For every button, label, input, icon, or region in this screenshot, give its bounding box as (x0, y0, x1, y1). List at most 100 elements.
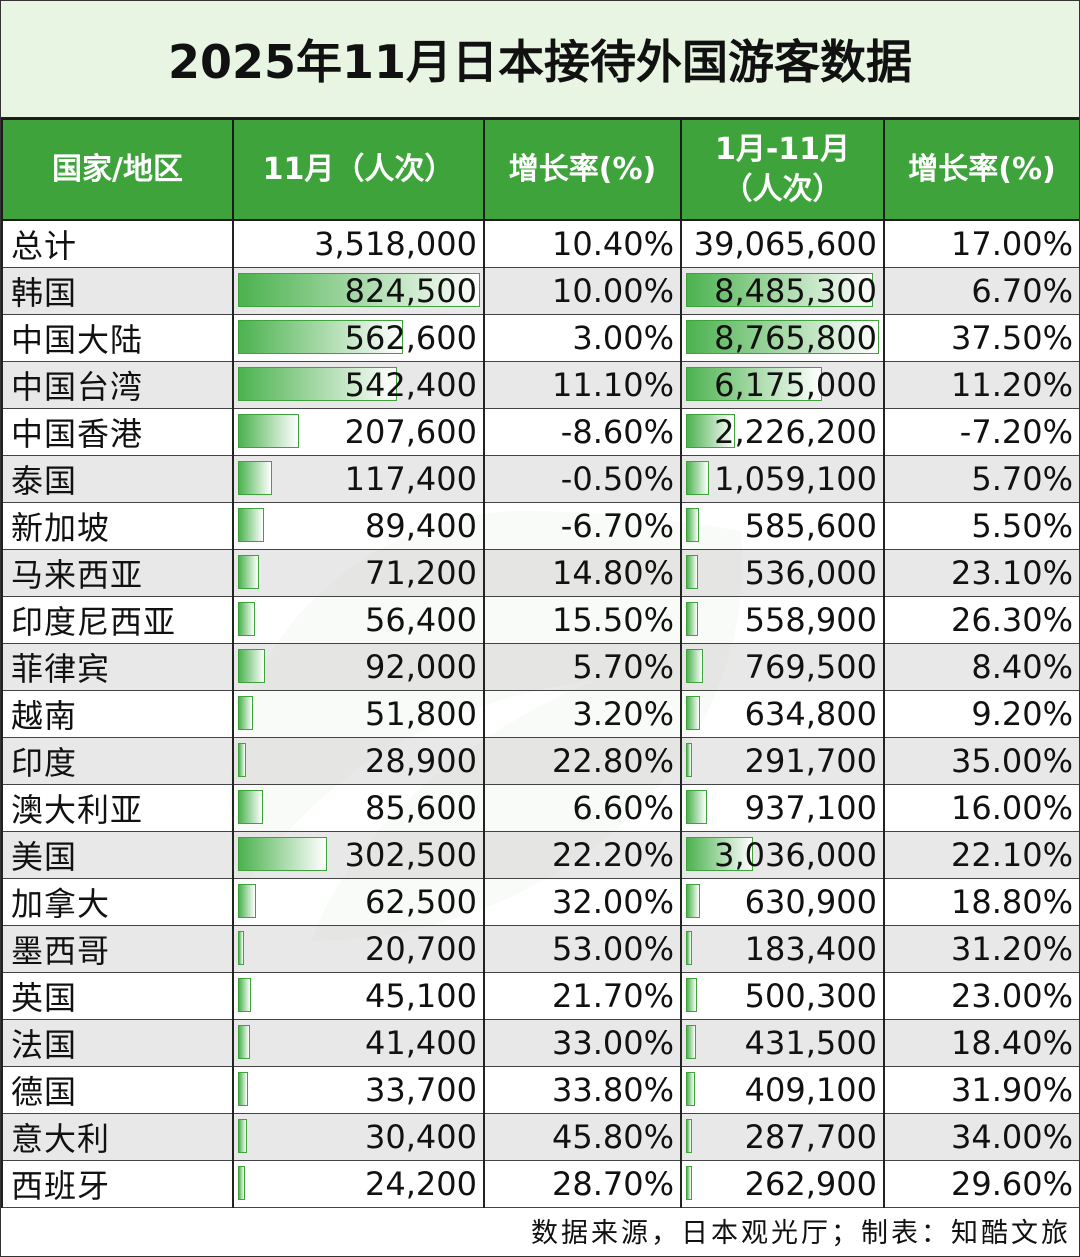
ytd-visitors: 409,100 (744, 1071, 877, 1109)
ytd-visitors-cell: 536,000 (680, 549, 885, 597)
november-visitors: 302,500 (344, 836, 477, 874)
november-visitors-bar (238, 367, 397, 401)
country-name: 西班牙 (11, 1167, 111, 1205)
november-visitors-bar (238, 931, 244, 965)
november-visitors-cell: 45,100 (232, 972, 485, 1020)
header-country: 国家/地区 (1, 118, 234, 221)
ytd-growth: 9.20% (971, 695, 1073, 733)
ytd-visitors-bar (686, 367, 822, 401)
header-ytd-line2: （人次） (722, 171, 843, 207)
november-growth-cell: 6.60% (483, 784, 682, 832)
table-row: 墨西哥 20,700 53.00% 183,400 31.20% (1, 925, 1079, 973)
november-visitors-cell: 117,400 (232, 455, 485, 503)
november-growth-cell: 14.80% (483, 549, 682, 597)
ytd-visitors: 558,900 (744, 601, 877, 639)
ytd-growth: 37.50% (950, 319, 1073, 357)
ytd-visitors: 634,800 (744, 695, 877, 733)
november-growth: 3.20% (572, 695, 674, 733)
november-visitors: 28,900 (365, 742, 477, 780)
ytd-visitors-bar (686, 884, 700, 918)
header-ytd-growth: 增长率(%) (883, 118, 1079, 221)
november-growth-cell: 5.70% (483, 643, 682, 691)
november-growth-cell: 53.00% (483, 925, 682, 973)
november-visitors: 56,400 (365, 601, 477, 639)
country-name: 中国大陆 (11, 321, 144, 359)
table-row: 越南 51,800 3.20% 634,800 9.20% (1, 690, 1079, 738)
ytd-growth: 6.70% (971, 272, 1073, 310)
november-visitors-bar (238, 602, 255, 636)
november-visitors-bar (238, 555, 259, 589)
ytd-growth-cell: 37.50% (883, 314, 1079, 362)
november-visitors-bar (238, 696, 253, 730)
november-growth: 33.80% (551, 1071, 674, 1109)
november-visitors: 62,500 (365, 883, 477, 921)
header-ytd-visitors: 1月-11月 （人次） (680, 118, 885, 221)
november-visitors: 33,700 (365, 1071, 477, 1109)
november-visitors-cell: 542,400 (232, 361, 485, 409)
november-growth-cell: 32.00% (483, 878, 682, 926)
country-name: 泰国 (11, 462, 78, 500)
ytd-growth-cell: -7.20% (883, 408, 1079, 456)
country-name-cell: 菲律宾 (1, 643, 234, 691)
ytd-growth: 34.00% (950, 1118, 1073, 1156)
country-name-cell: 中国香港 (1, 408, 234, 456)
table-row: 印度 28,900 22.80% 291,700 35.00% (1, 737, 1079, 785)
country-name-cell: 澳大利亚 (1, 784, 234, 832)
country-name-cell: 中国台湾 (1, 361, 234, 409)
november-visitors-cell: 30,400 (232, 1113, 485, 1161)
november-visitors-cell: 51,800 (232, 690, 485, 738)
november-visitors: 89,400 (365, 507, 477, 545)
ytd-growth: 5.70% (971, 460, 1073, 498)
ytd-growth-cell: 8.40% (883, 643, 1079, 691)
country-name-cell: 德国 (1, 1066, 234, 1114)
visitor-data-table: 国家/地区 11月（人次） 增长率(%) 1月-11月 （人次） 增长率(%) … (1, 118, 1079, 1208)
ytd-visitors-cell: 769,500 (680, 643, 885, 691)
november-visitors: 45,100 (365, 977, 477, 1015)
ytd-growth: 31.90% (950, 1071, 1073, 1109)
ytd-visitors-bar (686, 743, 692, 777)
ytd-growth: 16.00% (950, 789, 1073, 827)
november-visitors-cell: 85,600 (232, 784, 485, 832)
november-visitors: 207,600 (344, 413, 477, 451)
table-row: 泰国 117,400 -0.50% 1,059,100 5.70% (1, 455, 1079, 503)
ytd-growth: -7.20% (959, 413, 1073, 451)
november-visitors: 30,400 (365, 1118, 477, 1156)
table-row: 英国 45,100 21.70% 500,300 23.00% (1, 972, 1079, 1020)
november-visitors-bar (238, 320, 403, 354)
november-visitors-bar (238, 978, 251, 1012)
november-growth: 32.00% (551, 883, 674, 921)
table-row: 加拿大 62,500 32.00% 630,900 18.80% (1, 878, 1079, 926)
country-name: 墨西哥 (11, 932, 111, 970)
country-name: 法国 (11, 1026, 78, 1064)
ytd-growth: 23.00% (950, 977, 1073, 1015)
ytd-visitors-cell: 431,500 (680, 1019, 885, 1067)
table-row: 中国台湾 542,400 11.10% 6,175,000 11.20% (1, 361, 1079, 409)
country-name-cell: 印度 (1, 737, 234, 785)
total-row: 总计 3,518,000 10.40% 39,065,600 17.00% (1, 220, 1079, 268)
ytd-growth-cell: 23.10% (883, 549, 1079, 597)
source-footer: 数据来源，日本观光厅；制表：知酷文旅 (531, 1218, 1071, 1249)
november-visitors: 92,000 (365, 648, 477, 686)
country-name: 印度 (11, 744, 78, 782)
country-name: 韩国 (11, 274, 78, 312)
november-growth-cell: 28.70% (483, 1160, 682, 1208)
november-visitors: 117,400 (344, 460, 477, 498)
ytd-visitors-bar (686, 978, 697, 1012)
ytd-visitors-bar (686, 1025, 696, 1059)
november-visitors-cell: 56,400 (232, 596, 485, 644)
table-body: 总计 3,518,000 10.40% 39,065,600 17.00% 韩国 824,5… (1, 220, 1079, 1208)
ytd-visitors: 262,900 (744, 1165, 877, 1203)
november-visitors-cell: 41,400 (232, 1019, 485, 1067)
november-visitors: 562,600 (344, 319, 477, 357)
november-visitors-cell: 207,600 (232, 408, 485, 456)
ytd-growth-cell: 31.90% (883, 1066, 1079, 1114)
ytd-visitors-bar (686, 1119, 692, 1153)
november-visitors-bar (238, 1166, 245, 1200)
ytd-growth-cell: 31.20% (883, 925, 1079, 973)
ytd-visitors-cell: 287,700 (680, 1113, 885, 1161)
country-name: 澳大利亚 (11, 791, 144, 829)
november-growth-cell: 3.00% (483, 314, 682, 362)
table-row: 美国 302,500 22.20% 3,036,000 22.10% (1, 831, 1079, 879)
november-growth: 53.00% (551, 930, 674, 968)
